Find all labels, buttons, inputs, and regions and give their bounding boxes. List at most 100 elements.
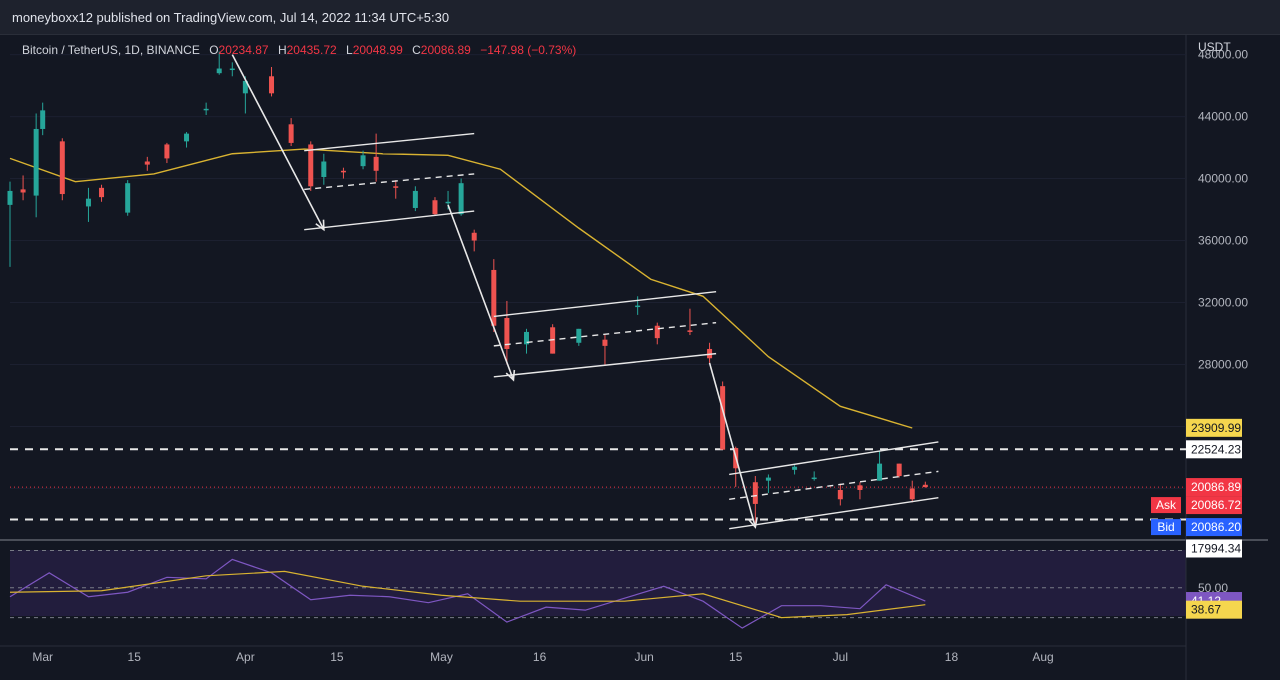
ask-tag-bg <box>1151 497 1181 514</box>
price-tick-label: 28000.00 <box>1198 357 1248 371</box>
candle-body <box>752 482 758 504</box>
candle-body <box>7 190 13 205</box>
candle-body <box>550 327 556 354</box>
candle-body <box>877 463 883 481</box>
candle-body <box>340 170 346 173</box>
candle-body <box>373 156 379 171</box>
candle-body <box>654 325 660 339</box>
candle-body <box>85 198 91 207</box>
candle-body <box>837 489 843 500</box>
moving-average-line <box>9 148 913 429</box>
candle-body <box>765 477 771 481</box>
open-key: O <box>209 43 219 57</box>
candle-body <box>576 328 582 343</box>
channel2-lower <box>493 352 717 378</box>
time-tick-label: Jul <box>833 650 848 664</box>
candle-body <box>922 484 928 488</box>
channel3-mid <box>729 470 939 500</box>
bid-price-label-bg <box>1186 518 1242 537</box>
close-value: 20086.89 <box>420 43 471 57</box>
time-tick-label: 15 <box>330 650 344 664</box>
candle-body <box>216 68 222 74</box>
candle-body <box>184 133 190 142</box>
bid-price-label: 20086.20 <box>1191 520 1241 534</box>
channel3-lower <box>729 497 939 530</box>
candle-body <box>229 68 235 71</box>
publisher-header: moneyboxx12 published on TradingView.com… <box>0 0 1280 35</box>
candle-body <box>687 330 693 332</box>
price-tick-label: 36000.00 <box>1198 234 1248 248</box>
high-value: 20435.72 <box>286 43 337 57</box>
rsi-ma-value-label: 38.67 <box>1191 603 1221 617</box>
time-tick-label: 16 <box>533 650 547 664</box>
candle-body <box>20 189 26 193</box>
ma-price-label: 23909.99 <box>1191 421 1241 435</box>
channel1-upper <box>304 132 475 152</box>
candle-body <box>59 141 65 195</box>
candle-body <box>412 190 418 208</box>
drop-arrow-2-head <box>505 369 516 382</box>
candle-body <box>504 317 510 349</box>
rsi-ma-value-label-bg <box>1186 600 1242 619</box>
price-tick-label: 32000.00 <box>1198 295 1248 309</box>
ask-price-label-bg <box>1186 496 1242 515</box>
time-tick-label: Jun <box>635 650 654 664</box>
support-price-label: 17994.34 <box>1191 541 1241 555</box>
last-price-label: 20086.89 <box>1191 480 1241 494</box>
ask-tag: Ask <box>1156 498 1177 512</box>
price-tick-label: 48000.00 <box>1198 48 1248 62</box>
last-price-label-bg <box>1186 478 1242 497</box>
channel2-upper <box>493 290 717 318</box>
candle-body <box>720 386 726 450</box>
candle-body <box>458 183 464 215</box>
channel2-mid <box>493 321 717 347</box>
drop-arrow-2 <box>447 204 515 381</box>
candle-body <box>242 80 248 94</box>
candle-body <box>524 331 530 345</box>
candle-body <box>308 144 314 187</box>
time-tick-label: 15 <box>128 650 142 664</box>
high-key: H <box>277 43 287 57</box>
drop-arrow-1 <box>231 54 325 231</box>
rsi-ma-line <box>9 570 926 619</box>
drop-arrow-3 <box>708 362 757 528</box>
candle-body <box>288 124 294 143</box>
publisher-line: moneyboxx12 published on TradingView.com… <box>12 10 450 25</box>
price-tick-label: 44000.00 <box>1198 110 1248 124</box>
ask-price-label: 20086.72 <box>1191 498 1241 512</box>
candle-body <box>792 466 798 470</box>
time-tick-label: Mar <box>32 650 53 664</box>
rsi-band <box>10 550 1186 616</box>
resistance-price-label: 22524.23 <box>1191 442 1241 456</box>
candle-body <box>811 477 817 480</box>
bid-tag-bg <box>1151 519 1181 536</box>
rsi-tick-label: 50.00 <box>1198 581 1228 595</box>
candle-body <box>471 232 477 241</box>
ohlc-legend[interactable]: Bitcoin / TetherUS, 1D, BINANCE O20234.8… <box>22 43 576 57</box>
candle-body <box>393 186 399 188</box>
symbol-title[interactable]: Bitcoin / TetherUS, 1D, BINANCE <box>22 43 200 57</box>
time-tick-label: Aug <box>1032 650 1053 664</box>
channel1-lower <box>304 210 475 231</box>
time-tick-label: 18 <box>945 650 959 664</box>
candle-body <box>896 463 902 477</box>
candle-body <box>635 305 641 308</box>
candle-body <box>125 183 131 213</box>
candle-body <box>857 485 863 490</box>
candle-body <box>33 128 39 196</box>
channel1-mid <box>304 173 475 191</box>
candle-body <box>164 144 170 159</box>
time-tick-label: Apr <box>236 650 255 664</box>
candle-body <box>445 201 451 204</box>
ma-price-label-bg <box>1186 418 1242 437</box>
price-unit: USDT <box>1198 40 1231 54</box>
channel3-upper <box>729 441 939 476</box>
candle-body <box>144 161 150 165</box>
candle-body <box>321 161 327 177</box>
time-tick-label: May <box>430 650 453 664</box>
bid-tag: Bid <box>1157 520 1174 534</box>
candle-body <box>432 200 438 215</box>
candle-body <box>602 339 608 346</box>
